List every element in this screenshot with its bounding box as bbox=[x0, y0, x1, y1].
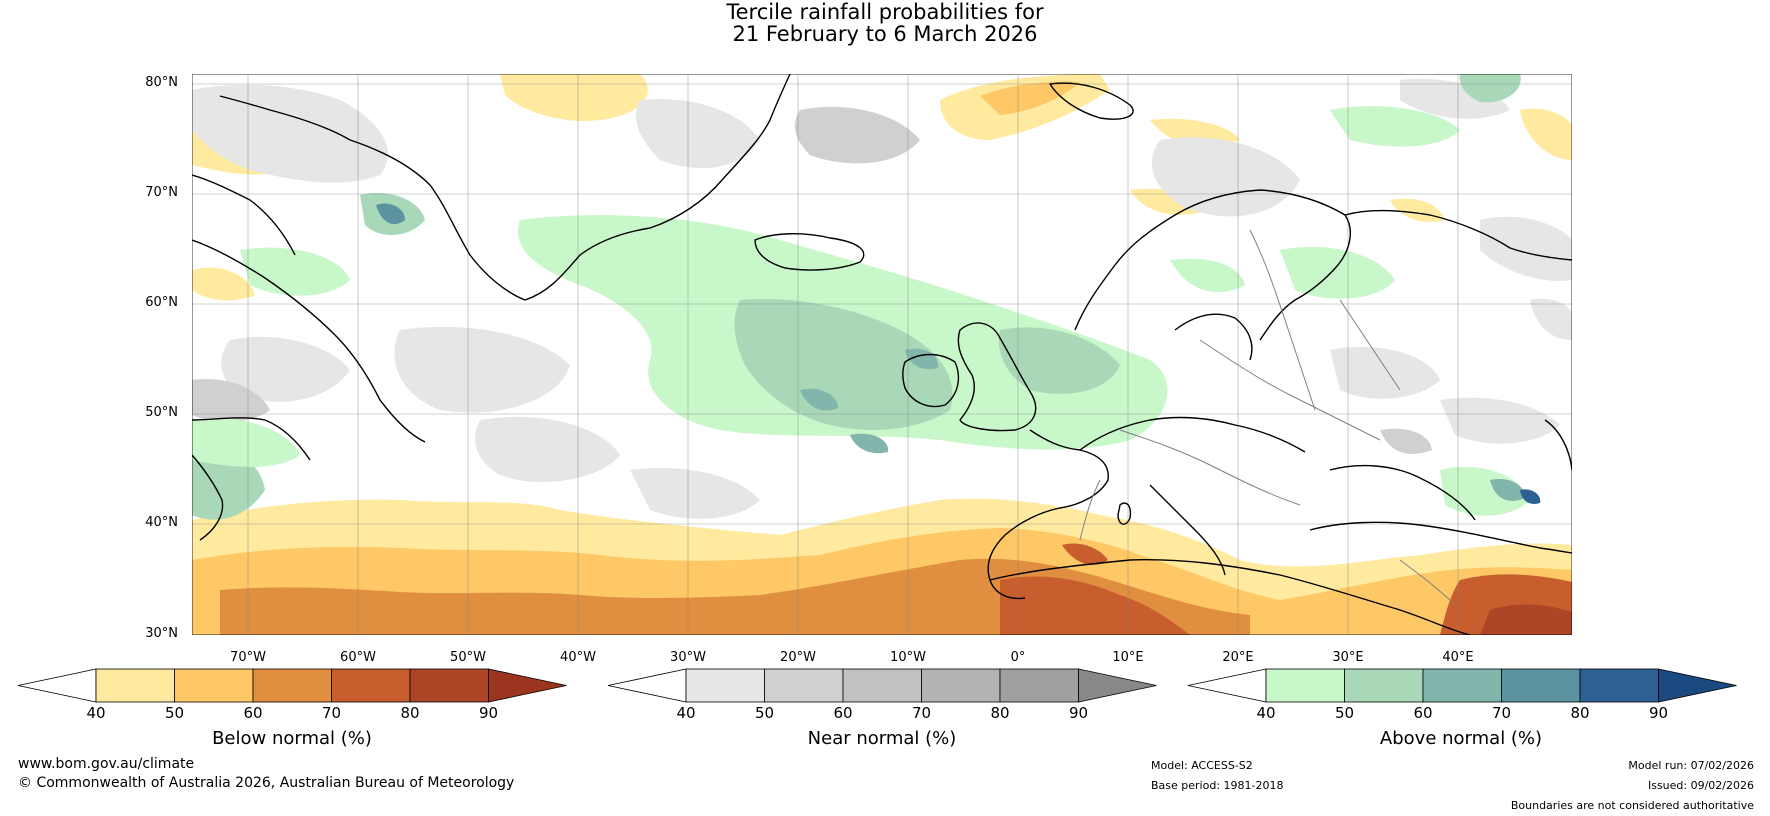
near-normal-swatch-60 bbox=[842, 668, 922, 703]
below-normal-swatch-50 bbox=[174, 668, 254, 703]
copyright-text: © Commonwealth of Australia 2026, Austra… bbox=[18, 775, 515, 791]
lat-label-60n: 60°N bbox=[145, 295, 178, 310]
lon-label-40w: 40°W bbox=[560, 650, 596, 665]
near-normal-swatch-70 bbox=[921, 668, 1001, 703]
map-title-line2: 21 February to 6 March 2026 bbox=[732, 22, 1038, 46]
near-normal-tick-label: 80 bbox=[990, 704, 1010, 722]
country-borders bbox=[1079, 229, 1456, 606]
below-normal-tick-label: 90 bbox=[478, 704, 499, 722]
near-normal-swatch-low bbox=[607, 668, 687, 703]
above-normal-swatch-40 bbox=[1265, 668, 1345, 703]
near-normal-tick-label: 40 bbox=[676, 704, 696, 722]
lon-label-10w: 10°W bbox=[890, 650, 926, 665]
above-normal-swatch-70 bbox=[1501, 668, 1581, 703]
lon-label-20w: 20°W bbox=[780, 650, 816, 665]
above-normal-swatch-high bbox=[1658, 668, 1737, 703]
model-text: Model: ACCESS-S2 bbox=[1151, 759, 1253, 772]
lat-label-50n: 50°N bbox=[145, 405, 178, 420]
lat-label-70n: 70°N bbox=[145, 185, 178, 200]
lat-label-40n: 40°N bbox=[145, 515, 178, 530]
lon-label-30w: 30°W bbox=[670, 650, 706, 665]
below-normal-swatch-70 bbox=[331, 668, 411, 703]
near-normal-tick-label: 70 bbox=[911, 704, 932, 722]
lon-label-70w: 70°W bbox=[230, 650, 266, 665]
above-normal-tick-label: 80 bbox=[1570, 704, 1590, 722]
below-normal-regions bbox=[192, 74, 1572, 635]
above-normal-swatch-80 bbox=[1579, 668, 1659, 703]
above-normal-tick-label: 60 bbox=[1413, 704, 1433, 722]
lat-label-80n: 80°N bbox=[145, 75, 178, 90]
below-normal-swatch-40 bbox=[95, 668, 175, 703]
lon-label-60w: 60°W bbox=[340, 650, 376, 665]
website-link[interactable]: www.bom.gov.au/climate bbox=[18, 756, 195, 772]
disclaimer-text: Boundaries are not considered authoritat… bbox=[1510, 799, 1754, 812]
above-normal-regions bbox=[192, 74, 1541, 520]
near-normal-tick-label: 50 bbox=[754, 704, 775, 722]
lon-label-0: 0° bbox=[1010, 650, 1026, 665]
below-normal-colorbar bbox=[17, 668, 567, 703]
coastlines bbox=[192, 74, 1572, 635]
below-normal-swatch-high bbox=[488, 668, 567, 703]
near-normal-swatch-80 bbox=[999, 668, 1079, 703]
above-normal-swatch-low bbox=[1187, 668, 1267, 703]
lon-label-20e: 20°E bbox=[1222, 650, 1254, 665]
lon-label-50w: 50°W bbox=[450, 650, 486, 665]
below-normal-swatch-80 bbox=[409, 668, 489, 703]
above-normal-swatch-50 bbox=[1344, 668, 1424, 703]
near-normal-swatch-40 bbox=[685, 668, 765, 703]
below-normal-tick-label: 80 bbox=[400, 704, 420, 722]
below-normal-tick-label: 50 bbox=[164, 704, 185, 722]
base-period-text: Base period: 1981-2018 bbox=[1151, 779, 1284, 792]
above-normal-tick-label: 40 bbox=[1256, 704, 1276, 722]
near-normal-colorbar bbox=[607, 668, 1157, 703]
map-title-line1: Tercile rainfall probabilities for bbox=[726, 0, 1044, 24]
above-normal-legend-title: Above normal (%) bbox=[1379, 728, 1543, 749]
map-plot-area bbox=[192, 74, 1572, 635]
below-normal-swatch-60 bbox=[252, 668, 332, 703]
below-normal-tick-label: 70 bbox=[321, 704, 342, 722]
lon-label-30e: 30°E bbox=[1332, 650, 1364, 665]
below-normal-legend-title: Below normal (%) bbox=[212, 728, 372, 749]
near-normal-legend-title: Near normal (%) bbox=[807, 728, 957, 749]
below-normal-tick-label: 40 bbox=[86, 704, 106, 722]
above-normal-tick-label: 70 bbox=[1491, 704, 1512, 722]
lat-label-30n: 30°N bbox=[145, 626, 178, 641]
colorbars bbox=[17, 668, 1737, 703]
model-run-text: Model run: 07/02/2026 bbox=[1628, 759, 1754, 772]
below-normal-tick-label: 60 bbox=[243, 704, 263, 722]
near-normal-swatch-high bbox=[1078, 668, 1157, 703]
lon-label-10e: 10°E bbox=[1112, 650, 1144, 665]
near-normal-tick-label: 90 bbox=[1068, 704, 1089, 722]
above-normal-colorbar bbox=[1187, 668, 1737, 703]
below-normal-swatch-low bbox=[17, 668, 97, 703]
above-normal-swatch-60 bbox=[1422, 668, 1502, 703]
lon-label-40e: 40°E bbox=[1442, 650, 1474, 665]
near-normal-swatch-50 bbox=[764, 668, 844, 703]
above-normal-tick-label: 90 bbox=[1648, 704, 1669, 722]
issued-text: Issued: 09/02/2026 bbox=[1647, 779, 1754, 792]
above-normal-tick-label: 50 bbox=[1334, 704, 1355, 722]
near-normal-tick-label: 60 bbox=[833, 704, 853, 722]
